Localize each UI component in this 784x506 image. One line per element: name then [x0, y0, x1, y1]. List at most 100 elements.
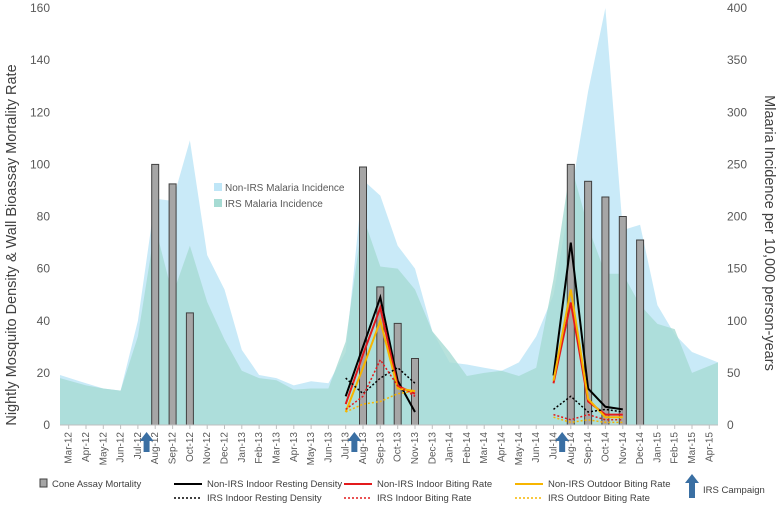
area-legend-label: Non-IRS Malaria Incidence — [225, 183, 345, 194]
x-tick-label: Sep-13 — [375, 432, 386, 465]
legend-label: Cone Assay Mortality — [52, 479, 141, 490]
left-axis-ticks: 0 20 40 60 80 100 120 140 160 — [30, 1, 50, 432]
irs-campaign-arrows — [139, 432, 570, 452]
x-tick-label: Dec-12 — [220, 432, 231, 465]
series-line-non-irs-indoor-resting-density — [344, 293, 416, 413]
y2-tick-label: 150 — [727, 262, 747, 276]
x-tick-label: Jan-14 — [445, 432, 456, 463]
legend-label: IRS Campaign — [703, 485, 765, 496]
x-tick-label: Nov-12 — [202, 432, 213, 465]
x-tick-label: Nov-14 — [618, 432, 629, 465]
bar-cone-assay-mortality — [618, 216, 627, 426]
area-irs-malaria-incidence — [60, 164, 718, 425]
x-tick-label: Feb-14 — [462, 432, 473, 464]
y2-tick-label: 350 — [727, 53, 747, 67]
area-legend-swatch — [214, 183, 222, 191]
x-tick-label: Mar-13 — [271, 432, 282, 464]
right-axis-ticks: 0 50 100 150 200 250 300 350 400 — [727, 1, 747, 432]
x-tick-label: Apr-13 — [289, 432, 300, 462]
legend-label: Non-IRS Indoor Resting Density — [207, 479, 342, 490]
legend: Cone Assay Mortality Non-IRS Indoor Resti… — [39, 474, 765, 504]
x-tick-label: Aug-13 — [358, 432, 369, 465]
legend-label: IRS Indoor Resting Density — [207, 493, 322, 504]
y-axis-title: Nightly Mosquito Density & Wall Bioassay… — [4, 64, 20, 425]
irs-campaign-arrow-icon — [139, 432, 154, 452]
y-tick-label: 100 — [30, 157, 50, 171]
y2-tick-label: 300 — [727, 105, 747, 119]
bar-cone-assay-mortality — [185, 312, 194, 426]
y2-tick-label: 250 — [727, 157, 747, 171]
area-legend-label: IRS Malaria Incidence — [225, 199, 323, 210]
bar-cone-assay-mortality — [151, 163, 160, 426]
legend-label: Non-IRS Outdoor Biting Rate — [548, 479, 671, 490]
series-line-irs-indoor-biting-rate — [553, 413, 623, 421]
bar-cone-assay-mortality — [359, 166, 367, 426]
incidence-areas — [60, 8, 718, 425]
x-tick-label: Dec-13 — [427, 432, 438, 465]
series-line-irs-outdoor-biting-rate — [553, 416, 623, 424]
y-tick-label: 160 — [30, 1, 50, 15]
arrow-shape — [139, 432, 154, 452]
series-line-irs-outdoor-biting-rate — [345, 390, 416, 413]
x-tick-label: Sep-14 — [583, 432, 594, 465]
y-tick-label: 0 — [43, 418, 50, 432]
y2-tick-label: 50 — [727, 366, 741, 380]
legend-label: IRS Indoor Biting Rate — [377, 493, 472, 504]
series-line-irs-indoor-resting-density — [553, 395, 623, 413]
area-legend-swatch — [214, 199, 222, 207]
x-tick-label: May-12 — [98, 432, 109, 466]
arrow-shape — [685, 474, 699, 498]
x-tick-label: Jul-14 — [549, 432, 560, 460]
x-tick-label: Jun-14 — [531, 432, 542, 463]
y-tick-label: 80 — [37, 210, 51, 224]
bar-cone-assay-mortality — [601, 196, 610, 426]
series-line-non-irs-indoor-biting-rate — [552, 302, 623, 416]
x-tick-label: Aug-12 — [150, 432, 161, 465]
y2-tick-label: 0 — [727, 418, 734, 432]
x-tick-label: Jun-13 — [323, 432, 334, 463]
x-tick-label: Mar-14 — [479, 432, 490, 464]
x-tick-label: May-14 — [514, 432, 525, 466]
x-tick-label: Aug-14 — [566, 432, 577, 465]
x-tick-label: Oct-14 — [600, 432, 611, 462]
mosquito-lines — [344, 242, 623, 424]
series-line-non-irs-indoor-resting-density — [552, 242, 623, 411]
y2-tick-label: 400 — [727, 1, 747, 15]
legend-label: Non-IRS Indoor Biting Rate — [377, 479, 492, 490]
arrow-shape — [347, 432, 362, 452]
x-tick-label: Oct-12 — [185, 432, 196, 462]
legend-swatch-bar — [39, 478, 48, 488]
bar-cone-assay-mortality — [168, 183, 177, 426]
x-tick-label: Jan-15 — [652, 432, 663, 463]
x-tick-label: Nov-13 — [410, 432, 421, 465]
x-tick-label: Oct-13 — [393, 432, 404, 462]
y-tick-label: 140 — [30, 53, 50, 67]
legend-label: IRS Outdoor Biting Rate — [548, 493, 650, 504]
area-legend: Non-IRS Malaria Incidence IRS Malaria Inc… — [214, 183, 345, 210]
x-axis-ticks: Mar-12 Apr-12 May-12 Jun-12 Jul-12 Aug-12 Sep-… — [64, 425, 715, 466]
irs-campaign-arrow-icon — [555, 432, 570, 452]
y-tick-label: 40 — [37, 314, 51, 328]
x-tick-label: May-13 — [306, 432, 317, 466]
series-line-non-irs-outdoor-biting-rate — [552, 289, 623, 419]
x-tick-label: Jun-12 — [116, 432, 127, 463]
x-tick-label: Mar-15 — [687, 432, 698, 464]
series-line-irs-indoor-biting-rate — [345, 358, 416, 410]
x-tick-label: Mar-12 — [64, 432, 75, 464]
x-tick-label: Jul-13 — [341, 432, 352, 460]
arrow-shape — [555, 432, 570, 452]
irs-campaign-arrow-icon — [685, 474, 699, 498]
y-tick-label: 20 — [37, 366, 51, 380]
y2-tick-label: 200 — [727, 210, 747, 224]
x-tick-label: Apr-12 — [81, 432, 92, 462]
x-tick-label: Feb-13 — [254, 432, 265, 464]
x-tick-label: Dec-14 — [635, 432, 646, 465]
x-tick-label: Feb-15 — [670, 432, 681, 464]
y2-tick-label: 100 — [727, 314, 747, 328]
x-tick-label: Sep-12 — [168, 432, 179, 465]
y-tick-label: 120 — [30, 105, 50, 119]
irs-campaign-arrow-icon — [347, 432, 362, 452]
x-tick-label: Jan-13 — [237, 432, 248, 463]
x-tick-label: Apr-14 — [497, 432, 508, 462]
